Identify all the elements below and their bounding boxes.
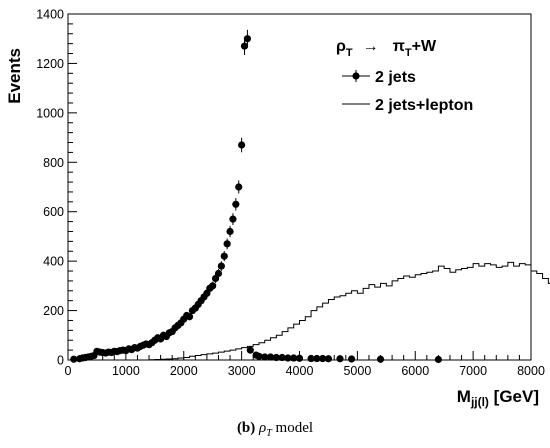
axes <box>67 13 532 361</box>
caption-panel: (b) <box>236 420 256 436</box>
data-point <box>217 261 225 271</box>
data-point <box>266 353 275 361</box>
data-point <box>220 251 228 262</box>
tick-layer: 0 1000 2000 3000 4000 5000 6000 7000 8000 0 200 400… <box>36 8 545 379</box>
x-tick-label: 4000 <box>286 364 314 378</box>
data-marker <box>185 313 194 321</box>
y-tick-label: 600 <box>43 205 64 219</box>
data-marker <box>266 353 275 361</box>
data-marker <box>324 355 333 363</box>
data-marker <box>240 42 249 50</box>
legend-title-rhs: π <box>393 38 405 55</box>
points-layer <box>70 29 442 364</box>
data-point <box>229 213 237 226</box>
data-marker <box>232 200 240 208</box>
legend-title-arrow: → <box>363 38 379 55</box>
x-tick-label: 5000 <box>343 364 371 378</box>
x-axis-label-sub: jj(l) <box>470 395 489 409</box>
data-point <box>255 352 263 360</box>
data-point <box>278 353 286 362</box>
y-tick-label: 1200 <box>36 57 64 71</box>
data-point <box>223 238 231 250</box>
caption-symbol: ρ <box>259 420 267 436</box>
data-marker <box>70 355 78 363</box>
data-point <box>336 355 344 363</box>
caption-suffix: model <box>271 420 314 436</box>
data-point <box>347 355 356 363</box>
data-marker <box>214 269 223 278</box>
data-point <box>209 281 217 291</box>
x-tick-label: 0 <box>65 364 72 378</box>
data-marker <box>209 282 217 290</box>
data-marker <box>223 240 231 248</box>
data-marker <box>255 352 263 360</box>
y-axis-label: Events <box>5 48 24 104</box>
x-tick-label: 2000 <box>170 364 198 378</box>
y-tick-label: 200 <box>43 304 64 318</box>
legend-title-rhs-sub: T <box>405 47 412 59</box>
data-point <box>226 225 234 238</box>
data-point <box>185 313 194 321</box>
data-marker <box>226 227 234 236</box>
legend-label-2jets-lepton: 2 jets+lepton <box>375 97 473 114</box>
y-tick-label: 1000 <box>36 106 64 120</box>
data-marker <box>347 355 356 363</box>
data-marker <box>235 183 243 191</box>
data-point <box>246 346 254 354</box>
x-tick-label: 6000 <box>401 364 429 378</box>
y-tick-label: 1400 <box>36 8 64 22</box>
x-tick-label: 8000 <box>517 364 545 378</box>
data-marker <box>278 353 286 362</box>
data-point <box>235 180 243 194</box>
data-point <box>232 198 240 211</box>
plot-frame <box>67 13 532 361</box>
y-tick-label: 400 <box>43 255 64 269</box>
data-marker <box>229 215 237 223</box>
data-point <box>214 268 223 279</box>
legend-title-lhs-sub: T <box>346 47 353 59</box>
data-point <box>324 355 333 363</box>
y-tick-label: 800 <box>43 156 64 170</box>
x-axis-label-unit: [GeV] <box>489 387 539 406</box>
x-axis-label-main: M <box>457 387 471 406</box>
data-marker <box>336 355 344 363</box>
legend-title-lhs: ρ <box>336 38 346 55</box>
data-marker <box>217 262 225 270</box>
x-tick-label: 7000 <box>459 364 487 378</box>
x-tick-label: 3000 <box>228 364 256 378</box>
y-tick-label: 0 <box>57 354 64 368</box>
legend: ρT → πT+W 2 jets 2 jets+lepton <box>336 38 473 114</box>
legend-title-rhs-tail: +W <box>412 38 437 55</box>
legend-label-2jets: 2 jets <box>375 69 416 86</box>
data-marker <box>238 141 246 149</box>
x-tick-label: 1000 <box>112 364 140 378</box>
data-marker <box>246 346 254 354</box>
data-point <box>243 29 252 48</box>
data-marker <box>220 252 228 260</box>
legend-marker-2jets-dot <box>352 72 360 80</box>
figure-caption: (b) ρT model <box>0 420 550 439</box>
data-marker <box>243 35 252 43</box>
caption-symbol-sub: T <box>266 428 272 439</box>
x-axis-label: Mjj(l) [GeV] <box>457 387 539 409</box>
data-point <box>238 137 246 153</box>
legend-title: ρT → πT+W <box>336 38 437 59</box>
